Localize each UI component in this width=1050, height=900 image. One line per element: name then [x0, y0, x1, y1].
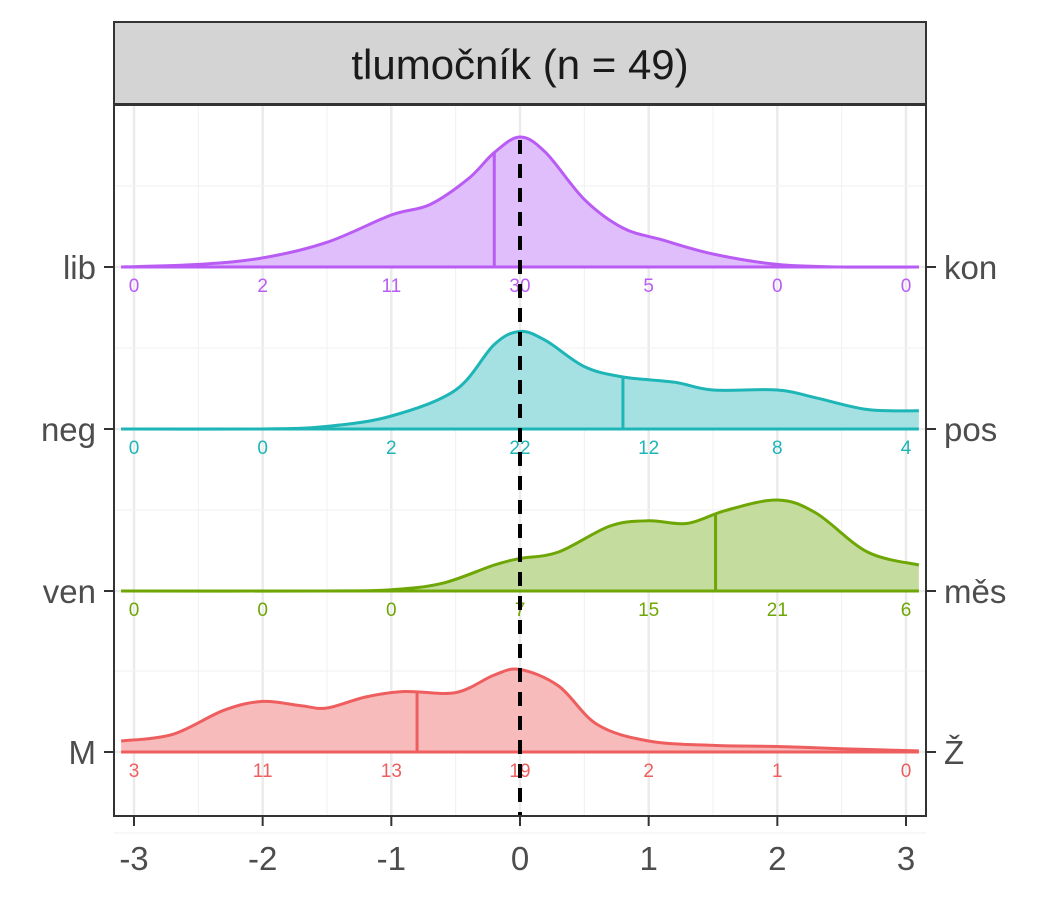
y-tick-label-right: Ž [944, 734, 964, 771]
count-label: 21 [767, 600, 788, 621]
count-label: 13 [381, 761, 402, 782]
count-label: 22 [509, 438, 530, 459]
count-label: 0 [772, 276, 783, 297]
count-label: 15 [638, 600, 659, 621]
strip-title: tlumočník (n = 49) [351, 41, 688, 88]
count-label: 4 [901, 438, 912, 459]
count-label: 0 [257, 600, 268, 621]
density-curve-neg [121, 329, 919, 431]
x-tick-label: -3 [119, 840, 148, 877]
count-label: 11 [381, 276, 401, 297]
count-label: 0 [129, 438, 140, 459]
count-label: 2 [386, 438, 397, 459]
count-label: 8 [772, 438, 783, 459]
density-area-ven [121, 499, 919, 592]
count-label: 2 [257, 276, 268, 297]
strip-background [113, 21, 927, 105]
density-area-M [121, 668, 919, 752]
count-label: 0 [386, 600, 397, 621]
count-label: 0 [901, 276, 912, 297]
y-tick-label-left: ven [43, 573, 96, 610]
x-tick-label: -1 [377, 840, 406, 877]
density-curve-M [120, 667, 919, 753]
y-tick-label-left: lib [63, 249, 96, 286]
y-tick-label-right: pos [944, 411, 997, 448]
count-label: 7 [515, 600, 526, 621]
x-tick-label: 1 [639, 840, 657, 877]
y-tick-label-right: kon [944, 249, 997, 286]
x-tick-label: 0 [511, 840, 529, 877]
x-tick-label: -2 [248, 840, 277, 877]
count-label: 0 [257, 438, 268, 459]
count-label: 0 [129, 276, 140, 297]
count-label: 6 [901, 600, 912, 621]
x-tick-label: 3 [897, 840, 915, 877]
count-label: 12 [638, 438, 659, 459]
y-tick-label-left: neg [41, 411, 96, 448]
x-tick-label: 2 [768, 840, 786, 877]
count-label: 3 [129, 761, 140, 782]
y-tick-label-left: M [69, 734, 97, 771]
y-tick-label-right: měs [944, 573, 1006, 610]
count-label: 0 [129, 600, 140, 621]
count-label: 2 [643, 761, 654, 782]
density-area-lib [121, 137, 919, 268]
count-label: 1 [772, 761, 783, 782]
count-label: 11 [253, 761, 273, 782]
density-curve-lib [121, 135, 919, 269]
count-label: 0 [901, 761, 912, 782]
count-label: 5 [643, 276, 654, 297]
density-curve-ven [121, 498, 920, 593]
